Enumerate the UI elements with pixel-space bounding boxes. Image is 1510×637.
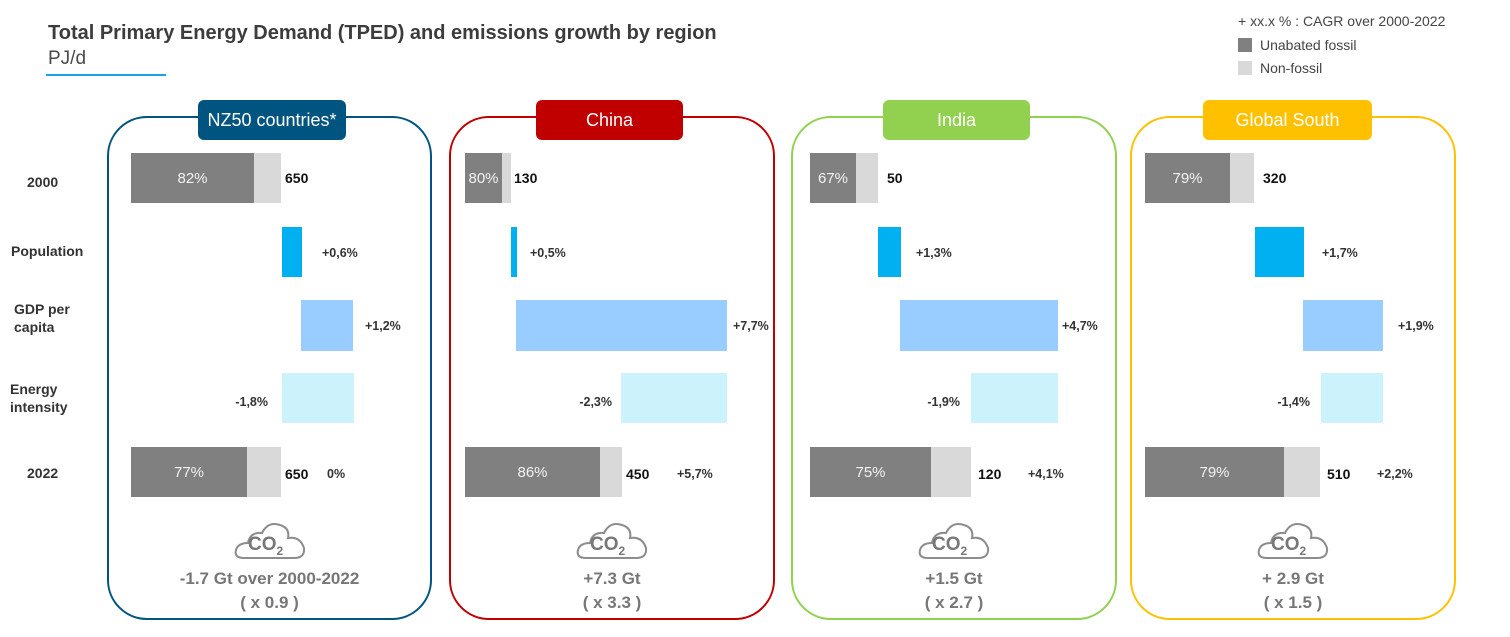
bar-2000-fossil: 80% — [465, 153, 502, 203]
bar-intensity — [971, 373, 1058, 423]
label-tped-cagr: +2,2% — [1377, 467, 1413, 481]
label-intensity-cagr: -1,4% — [1277, 395, 1310, 409]
region-header: India — [883, 100, 1030, 140]
co2-label: CO2 — [1271, 534, 1307, 558]
bar-2022-fossil: 75% — [810, 447, 931, 497]
bar-population — [511, 227, 517, 277]
value-2022: 510 — [1327, 466, 1351, 482]
bar-intensity — [282, 373, 354, 423]
co2-factor: ( x 1.5 ) — [1263, 593, 1323, 612]
value-2000: 320 — [1263, 170, 1287, 186]
bar-2022-nonfossil — [931, 447, 971, 497]
label-tped-cagr: +5,7% — [677, 467, 713, 481]
label-gdp-cagr: +1,2% — [365, 319, 401, 333]
row-label-2022: 2022 — [27, 465, 59, 481]
co2-label: CO2 — [248, 534, 284, 558]
legend-label-fossil: Unabated fossil — [1260, 37, 1357, 53]
co2-label: CO2 — [932, 534, 968, 558]
legend-swatch-fossil — [1238, 38, 1252, 52]
co2-change: +1.5 Gt — [925, 569, 983, 588]
label-intensity-cagr: -1,8% — [235, 395, 268, 409]
bar-2000-fossil: 82% — [131, 153, 254, 203]
row-label-2000: 2000 — [27, 174, 59, 190]
title-underline — [46, 74, 166, 76]
bar-2000-nonfossil — [254, 153, 281, 203]
label-population-cagr: +0,5% — [530, 246, 566, 260]
bar-2022-nonfossil — [600, 447, 622, 497]
bar-gdp — [301, 300, 353, 351]
bar-2000-fossil: 67% — [810, 153, 856, 203]
region-header: NZ50 countries* — [198, 100, 346, 140]
label-population-cagr: +0,6% — [322, 246, 358, 260]
co2-cloud-icon — [1257, 518, 1329, 562]
bar-gdp — [900, 300, 1058, 351]
bar-2000-nonfossil — [1230, 153, 1254, 203]
label-intensity-cagr: -2,3% — [579, 395, 612, 409]
co2-cloud-icon — [918, 518, 990, 562]
value-2000: 650 — [285, 170, 309, 186]
value-2022: 120 — [978, 466, 1002, 482]
region-header: Global South — [1203, 100, 1372, 140]
bar-2022-fossil: 77% — [131, 447, 247, 497]
bar-gdp — [1303, 300, 1383, 351]
bar-intensity — [621, 373, 727, 423]
bar-2000-nonfossil — [502, 153, 511, 203]
bar-intensity — [1321, 373, 1383, 423]
unit-label: PJ/d — [48, 48, 87, 69]
label-tped-cagr: 0% — [327, 467, 346, 481]
row-label-population: Population — [11, 243, 84, 259]
co2-cloud-icon — [234, 518, 306, 562]
co2-factor: ( x 3.3 ) — [582, 593, 642, 612]
bar-2022-nonfossil — [247, 447, 281, 497]
co2-factor: ( x 0.9 ) — [240, 593, 299, 612]
label-tped-cagr: +4,1% — [1028, 467, 1064, 481]
bar-gdp — [516, 300, 727, 351]
label-population-cagr: +1,7% — [1322, 246, 1358, 260]
label-gdp-cagr: +4,7% — [1062, 319, 1098, 333]
co2-factor: ( x 2.7 ) — [924, 593, 984, 612]
legend-swatch-nonfossil — [1238, 61, 1252, 75]
co2-change: +7.3 Gt — [583, 569, 641, 588]
legend-note: + xx.x % : CAGR over 2000-2022 — [1238, 13, 1446, 29]
bar-2022-fossil: 79% — [1145, 447, 1284, 497]
value-2000: 130 — [514, 170, 538, 186]
row-label-intensity: Energy intensity — [10, 381, 68, 415]
value-2022: 450 — [626, 466, 650, 482]
label-gdp-cagr: +7,7% — [733, 319, 769, 333]
value-2022: 650 — [285, 466, 309, 482]
bar-2022-nonfossil — [1284, 447, 1320, 497]
co2-change: + 2.9 Gt — [1262, 569, 1324, 588]
legend-label-nonfossil: Non-fossil — [1260, 60, 1323, 76]
bar-2000-fossil: 79% — [1145, 153, 1230, 203]
value-2000: 50 — [887, 170, 903, 186]
region-header: China — [536, 100, 683, 140]
bar-2022-fossil: 86% — [465, 447, 600, 497]
co2-cloud-icon — [576, 518, 648, 562]
bar-2000-nonfossil — [856, 153, 878, 203]
chart-title: Total Primary Energy Demand (TPED) and e… — [48, 22, 717, 44]
bar-population — [1255, 227, 1304, 277]
bar-population — [878, 227, 901, 277]
row-label-gdp: GDP per capita — [14, 301, 70, 335]
co2-label: CO2 — [590, 534, 626, 558]
co2-change: -1.7 Gt over 2000-2022 — [179, 569, 360, 588]
label-gdp-cagr: +1,9% — [1398, 319, 1434, 333]
label-population-cagr: +1,3% — [916, 246, 952, 260]
label-intensity-cagr: -1,9% — [927, 395, 960, 409]
bar-population — [282, 227, 302, 277]
